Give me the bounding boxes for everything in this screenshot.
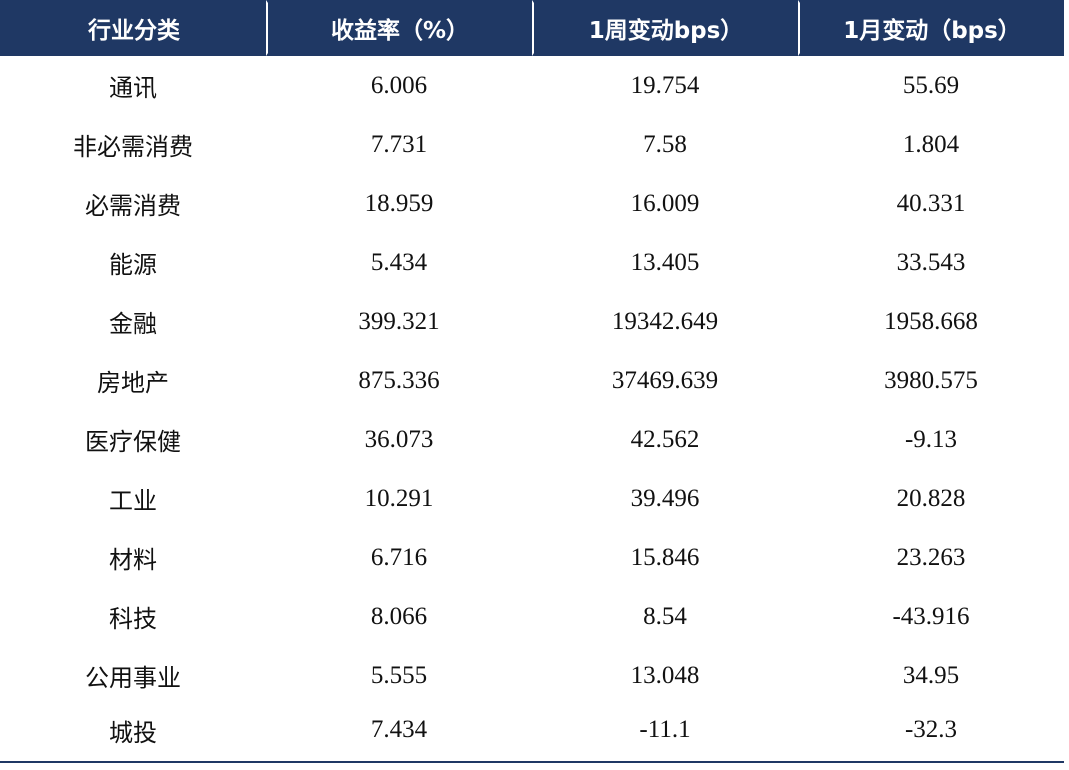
table-header: 行业分类 收益率（%） 1周变动bps） 1月变动（bps） <box>0 0 1064 56</box>
week-change-cell: 15.846 <box>630 543 700 571</box>
week-change-cell: 13.405 <box>630 248 700 276</box>
table-row: 公用事业 5.555 13.048 34.95 <box>0 646 1064 705</box>
month-change-cell: 1.804 <box>902 130 960 158</box>
week-change-cell: -11.1 <box>639 716 691 743</box>
week-change-cell: 39.496 <box>630 484 700 512</box>
yield-cell: 6.006 <box>370 71 428 99</box>
yield-cell: 399.321 <box>358 307 440 335</box>
week-change-cell: 37469.639 <box>611 366 719 394</box>
month-change-cell: 20.828 <box>896 484 966 512</box>
table-row: 城投 7.434 -11.1 -32.3 <box>0 705 1064 755</box>
week-change-cell: 16.009 <box>630 189 700 217</box>
category-cell: 通讯 <box>109 74 157 102</box>
header-category: 行业分类 <box>0 0 266 56</box>
yield-cell: 8.066 <box>370 602 428 630</box>
week-change-cell: 19342.649 <box>611 307 719 335</box>
month-change-cell: -43.916 <box>892 602 970 630</box>
table-bottom-rule <box>0 761 1064 763</box>
category-cell: 医疗保健 <box>85 428 181 456</box>
week-change-cell: 7.58 <box>643 130 687 158</box>
header-month-change: 1月变动（bps） <box>798 0 1064 56</box>
month-change-cell: 40.331 <box>896 189 966 217</box>
category-cell: 工业 <box>109 487 157 515</box>
header-row: 行业分类 收益率（%） 1周变动bps） 1月变动（bps） <box>0 0 1064 56</box>
table-row: 非必需消费 7.731 7.58 1.804 <box>0 115 1064 174</box>
table-row: 材料 6.716 15.846 23.263 <box>0 528 1064 587</box>
sector-yield-table: 行业分类 收益率（%） 1周变动bps） 1月变动（bps） 通讯 6.006 … <box>0 0 1064 755</box>
week-change-cell: 42.562 <box>630 425 700 453</box>
yield-cell: 7.434 <box>370 716 428 743</box>
category-cell: 房地产 <box>97 369 169 397</box>
yield-cell: 10.291 <box>364 484 434 512</box>
category-cell: 能源 <box>109 251 157 279</box>
table-row: 房地产 875.336 37469.639 3980.575 <box>0 351 1064 410</box>
month-change-cell: 55.69 <box>902 71 960 99</box>
table-row: 工业 10.291 39.496 20.828 <box>0 469 1064 528</box>
yield-cell: 7.731 <box>370 130 428 158</box>
yield-cell: 36.073 <box>364 425 434 453</box>
table-row: 能源 5.434 13.405 33.543 <box>0 233 1064 292</box>
category-cell: 金融 <box>109 310 157 338</box>
month-change-cell: 34.95 <box>902 661 960 689</box>
header-yield: 收益率（%） <box>266 0 532 56</box>
header-week-change: 1周变动bps） <box>532 0 798 56</box>
category-cell: 材料 <box>109 546 157 574</box>
category-cell: 非必需消费 <box>73 133 193 161</box>
category-cell: 科技 <box>109 605 157 633</box>
yield-cell: 18.959 <box>364 189 434 217</box>
yield-cell: 875.336 <box>358 366 440 394</box>
month-change-cell: 1958.668 <box>884 307 978 335</box>
table-row: 必需消费 18.959 16.009 40.331 <box>0 174 1064 233</box>
table-row: 金融 399.321 19342.649 1958.668 <box>0 292 1064 351</box>
table-body: 通讯 6.006 19.754 55.69 非必需消费 7.731 7.58 1… <box>0 56 1064 755</box>
month-change-cell: -32.3 <box>904 716 958 743</box>
table-row: 通讯 6.006 19.754 55.69 <box>0 56 1064 115</box>
month-change-cell: 3980.575 <box>884 366 978 394</box>
yield-cell: 5.434 <box>370 248 428 276</box>
category-cell: 必需消费 <box>85 192 181 220</box>
month-change-cell: 23.263 <box>896 543 966 571</box>
yield-cell: 6.716 <box>370 543 428 571</box>
table-row: 科技 8.066 8.54 -43.916 <box>0 587 1064 646</box>
yield-cell: 5.555 <box>370 661 428 689</box>
category-cell: 公用事业 <box>85 664 181 692</box>
table-row: 医疗保健 36.073 42.562 -9.13 <box>0 410 1064 469</box>
week-change-cell: 13.048 <box>630 661 700 689</box>
week-change-cell: 19.754 <box>630 71 700 99</box>
month-change-cell: -9.13 <box>904 425 958 453</box>
month-change-cell: 33.543 <box>896 248 966 276</box>
week-change-cell: 8.54 <box>643 602 687 630</box>
category-cell: 城投 <box>109 718 157 747</box>
sector-yield-table-container: 行业分类 收益率（%） 1周变动bps） 1月变动（bps） 通讯 6.006 … <box>0 0 1064 755</box>
